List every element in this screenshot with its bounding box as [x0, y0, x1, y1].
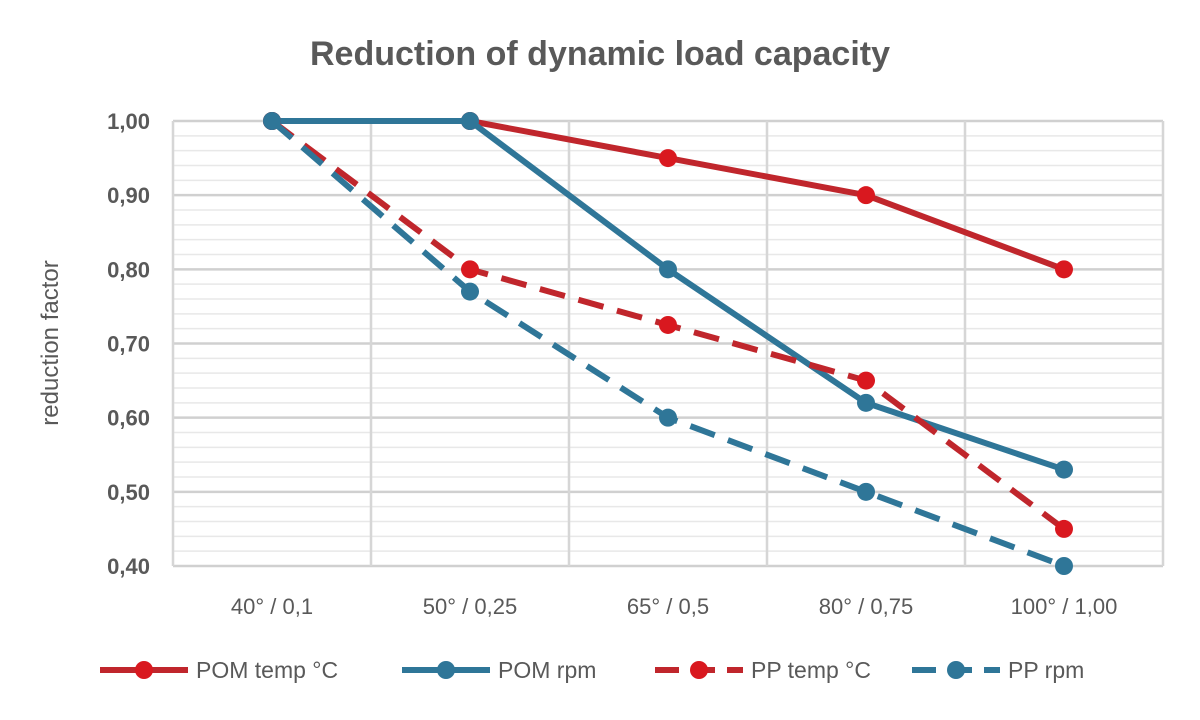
legend-label: PP rpm	[1008, 657, 1084, 683]
x-tick-labels: 40° / 0,1 50° / 0,25 65° / 0,5 80° / 0,75 10…	[231, 594, 1117, 619]
data-point	[659, 408, 677, 427]
y-tick-label: 0,50	[107, 480, 150, 505]
data-point	[857, 482, 875, 501]
y-tick-label: 0,90	[107, 183, 150, 208]
y-tick-label: 0,40	[107, 554, 150, 579]
data-point	[1055, 460, 1073, 479]
legend-marker-icon	[135, 661, 153, 679]
x-tick-label: 50° / 0,25	[423, 594, 517, 619]
data-point	[857, 186, 875, 205]
data-point	[857, 371, 875, 390]
y-tick-labels: 0,40 0,50 0,60 0,70 0,80 0,90 1,00	[107, 109, 150, 579]
y-axis-label: reduction factor	[37, 260, 64, 425]
legend-label: POM temp °C	[196, 657, 338, 683]
y-tick-label: 0,70	[107, 332, 150, 357]
data-point	[461, 112, 479, 130]
legend-item: POM temp °C	[100, 657, 338, 683]
y-tick-label: 0,60	[107, 406, 150, 431]
data-point	[461, 282, 479, 301]
legend-item: POM rpm	[402, 657, 596, 683]
chart-title: Reduction of dynamic load capacity	[310, 35, 890, 73]
data-point	[1055, 260, 1073, 279]
data-point	[263, 112, 281, 130]
data-point	[461, 260, 479, 279]
legend-marker-icon	[437, 661, 455, 679]
x-tick-label: 100° / 1,00	[1011, 594, 1118, 619]
legend-item: PP temp °C	[655, 657, 871, 683]
data-point	[659, 260, 677, 279]
legend-label: POM rpm	[498, 657, 596, 683]
x-tick-label: 80° / 0,75	[819, 594, 913, 619]
legend-label: PP temp °C	[751, 657, 871, 683]
legend-marker-icon	[690, 661, 708, 679]
y-tick-label: 1,00	[107, 109, 150, 134]
legend-marker-icon	[947, 661, 965, 679]
legend: POM temp °C POM rpm PP temp °C PP rpm	[100, 657, 1084, 683]
data-point	[1055, 519, 1073, 538]
series-lines	[263, 112, 1073, 575]
data-point	[659, 315, 677, 334]
data-point	[1055, 557, 1073, 575]
legend-item: PP rpm	[912, 657, 1084, 683]
x-tick-label: 65° / 0,5	[627, 594, 709, 619]
y-tick-label: 0,80	[107, 257, 150, 282]
series-pp-rpm	[263, 112, 1073, 575]
data-point	[857, 393, 875, 412]
x-tick-label: 40° / 0,1	[231, 594, 313, 619]
gridlines	[171, 119, 1165, 568]
data-point	[659, 149, 677, 168]
series-pp-temp-c	[263, 112, 1073, 538]
